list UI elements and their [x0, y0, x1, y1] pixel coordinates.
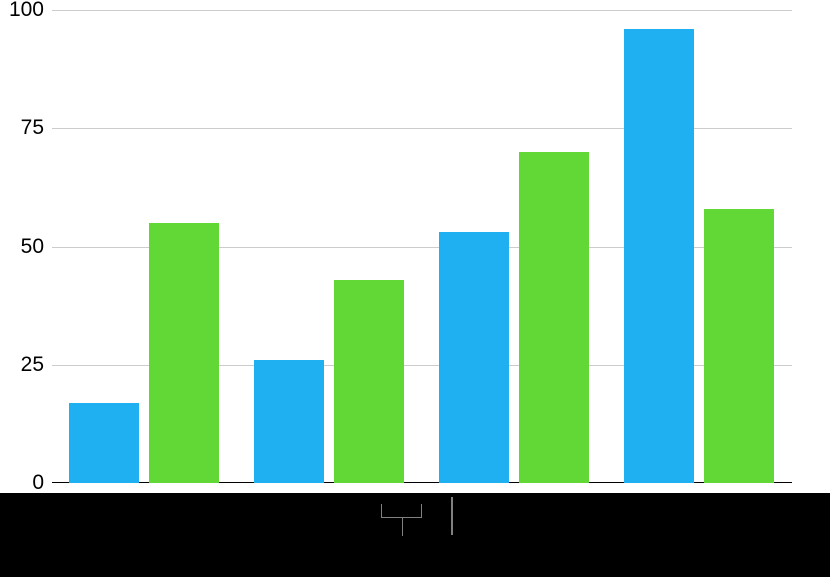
bar-group: [607, 10, 792, 483]
bar-group: [52, 10, 237, 483]
bar-group: [237, 10, 422, 483]
y-tick-label: 50: [4, 235, 44, 259]
bar-series_a: [254, 360, 324, 483]
bar-series_b: [519, 152, 589, 483]
y-tick-label: 25: [4, 353, 44, 377]
callout-bracket: [381, 504, 422, 518]
bar-series_b: [149, 223, 219, 483]
bar-group: [422, 10, 607, 483]
y-tick-label: 0: [4, 471, 44, 495]
callout-line: [451, 497, 453, 535]
plot-area: [52, 10, 792, 483]
y-tick-label: 100: [4, 0, 44, 22]
bar-series_a: [624, 29, 694, 483]
bar-series_a: [439, 232, 509, 483]
y-tick-label: 75: [4, 116, 44, 140]
callout-bracket-stem: [402, 518, 404, 536]
bar-series_b: [704, 209, 774, 483]
bar-series_b: [334, 280, 404, 483]
chart-container: 0 25 50 75 100: [0, 0, 830, 493]
bar-series_a: [69, 403, 139, 483]
